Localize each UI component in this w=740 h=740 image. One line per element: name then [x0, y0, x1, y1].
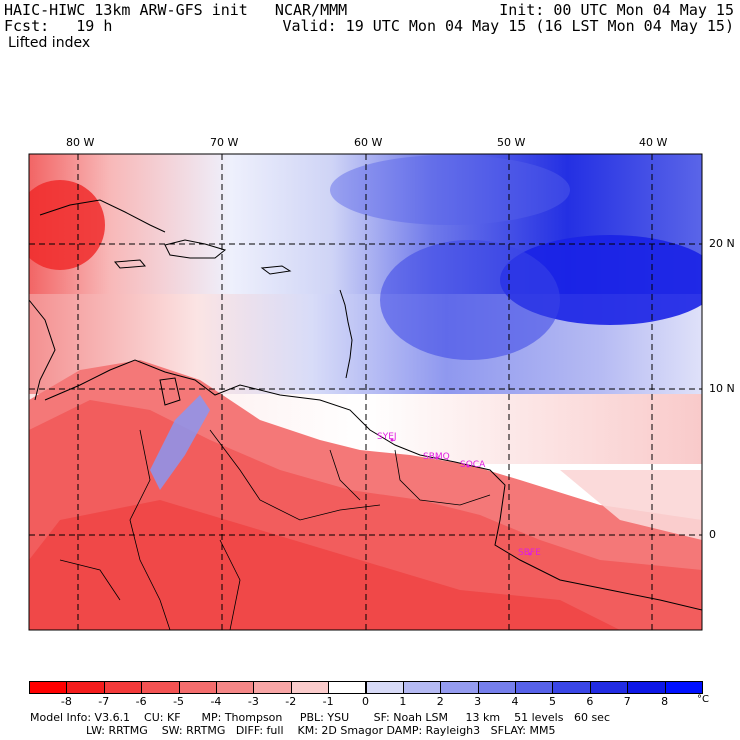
- colorbar-swatch: [141, 681, 180, 694]
- colorbar-swatch: [253, 681, 292, 694]
- colorbar-swatch: [290, 681, 330, 694]
- colorbar-swatch: [328, 681, 367, 694]
- model-info-line2: LW: RRTMG SW: RRTMG DIFF: full KM: 2D Sm…: [30, 724, 556, 737]
- colorbar-tick-label: -7: [98, 695, 110, 708]
- grid-lines: [29, 154, 702, 630]
- model-title: HAIC-HIWC 13km ARW-GFS init NCAR/MMM: [4, 1, 348, 19]
- colorbar-tick-label: 7: [623, 695, 631, 708]
- init-time: Init: 00 UTC Mon 04 May 15: [499, 1, 734, 19]
- colorbar-tick-label: -6: [135, 695, 147, 708]
- colorbar-unit: °C: [697, 694, 709, 705]
- station-label: SOCA: [460, 460, 486, 470]
- station-label: SBMQ: [423, 452, 450, 462]
- colorbar-tick-label: -1: [322, 695, 334, 708]
- colorbar-tick-label: -4: [210, 695, 222, 708]
- station-label: SYEJ: [377, 432, 397, 442]
- colorbar-tick-label: 3: [474, 695, 482, 708]
- colorbar-tick-label: 6: [586, 695, 594, 708]
- colorbar-tick-label: 2: [436, 695, 444, 708]
- colorbar-swatch: [552, 681, 591, 694]
- colorbar-swatch: [402, 681, 442, 694]
- lon-label: 80 W: [66, 136, 95, 149]
- map-frame: [28, 153, 703, 631]
- lon-label: 40 W: [639, 136, 668, 149]
- colorbar-swatch: [477, 681, 517, 694]
- colorbar-swatch: [215, 681, 255, 694]
- station-dot: [390, 438, 394, 442]
- station-markers: [390, 438, 532, 556]
- lat-label: 0: [709, 528, 716, 541]
- colorbar-swatch: [103, 681, 143, 694]
- colorbar-tick-label: 4: [511, 695, 519, 708]
- lat-label: 20 N: [709, 237, 735, 250]
- station-dot: [466, 464, 470, 468]
- colorbar-swatch: [365, 681, 404, 694]
- colorbar-tick-label: -3: [247, 695, 259, 708]
- station-label: SBFE: [518, 548, 541, 558]
- colorbar-swatch: [29, 681, 68, 694]
- colorbar-swatch: [440, 681, 479, 694]
- coastlines: [29, 199, 702, 630]
- lon-label: 60 W: [354, 136, 383, 149]
- colorbar-swatch: [515, 681, 554, 694]
- colorbar-swatch: [178, 681, 217, 694]
- forecast-hour: Fcst: 19 h: [4, 17, 113, 35]
- colorbar-tick-label: -8: [60, 695, 72, 708]
- colorbar-tick-label: 1: [399, 695, 407, 708]
- colorbar-swatch: [664, 681, 703, 694]
- station-dot: [528, 552, 532, 556]
- stable-region: [380, 240, 560, 360]
- valid-time: Valid: 19 UTC Mon 04 May 15 (16 LST Mon …: [282, 17, 734, 35]
- colorbar-tick-label: 5: [548, 695, 556, 708]
- colorbar-tick-label: -2: [285, 695, 297, 708]
- station-dot: [435, 456, 439, 460]
- colorbar-tick-label: 8: [661, 695, 669, 708]
- model-info-line1: Model Info: V3.6.1 CU: KF MP: Thompson P…: [30, 711, 610, 724]
- lon-label: 50 W: [497, 136, 526, 149]
- lat-label: 10 N: [709, 382, 735, 395]
- lon-label: 70 W: [210, 136, 239, 149]
- colorbar-swatch: [627, 681, 666, 694]
- colorbar-tick-label: -5: [173, 695, 185, 708]
- colorbar-swatch: [589, 681, 629, 694]
- variable-name: Lifted index: [8, 35, 91, 51]
- colorbar-tick-label: 0: [362, 695, 369, 708]
- colorbar-swatch: [66, 681, 105, 694]
